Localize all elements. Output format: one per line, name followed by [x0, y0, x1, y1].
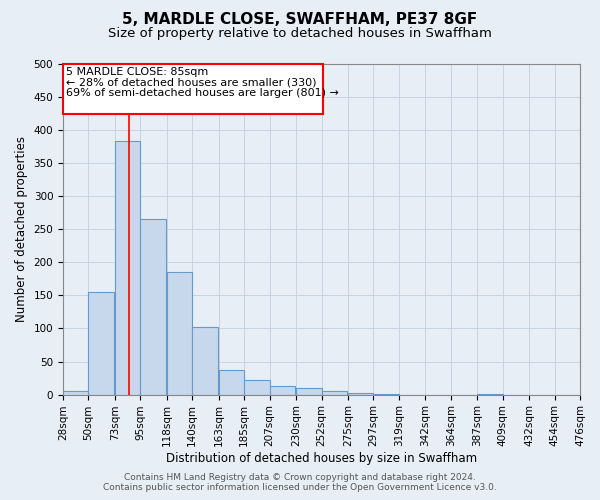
Text: 5, MARDLE CLOSE, SWAFFHAM, PE37 8GF: 5, MARDLE CLOSE, SWAFFHAM, PE37 8GF — [122, 12, 478, 28]
Bar — [167, 272, 192, 394]
Text: 5 MARDLE CLOSE: 85sqm: 5 MARDLE CLOSE: 85sqm — [67, 68, 209, 78]
Bar — [88, 292, 114, 394]
Bar — [115, 142, 140, 394]
Bar — [269, 386, 295, 394]
Bar — [63, 392, 88, 394]
Text: ← 28% of detached houses are smaller (330): ← 28% of detached houses are smaller (33… — [67, 78, 317, 88]
Text: Size of property relative to detached houses in Swaffham: Size of property relative to detached ho… — [108, 28, 492, 40]
Bar — [296, 388, 322, 394]
Bar — [244, 380, 269, 394]
Bar — [192, 327, 218, 394]
Bar — [140, 220, 166, 394]
X-axis label: Distribution of detached houses by size in Swaffham: Distribution of detached houses by size … — [166, 452, 477, 465]
Bar — [322, 392, 347, 394]
Text: 69% of semi-detached houses are larger (801) →: 69% of semi-detached houses are larger (… — [67, 88, 340, 99]
Bar — [63, 64, 323, 114]
Bar — [219, 370, 244, 394]
Text: Contains HM Land Registry data © Crown copyright and database right 2024.
Contai: Contains HM Land Registry data © Crown c… — [103, 473, 497, 492]
Y-axis label: Number of detached properties: Number of detached properties — [15, 136, 28, 322]
